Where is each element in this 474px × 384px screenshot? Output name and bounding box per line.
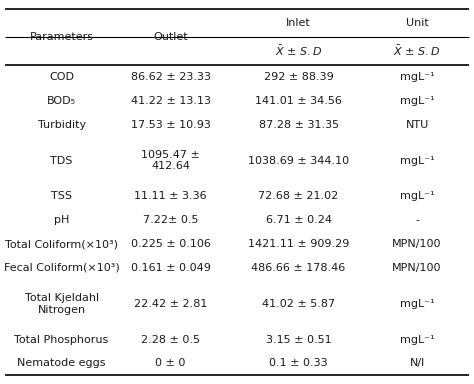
Text: Fecal Coliform(×10³): Fecal Coliform(×10³): [4, 263, 119, 273]
Text: 87.28 ± 31.35: 87.28 ± 31.35: [258, 120, 339, 130]
Text: 3.15 ± 0.51: 3.15 ± 0.51: [266, 334, 331, 344]
Text: MPN/100: MPN/100: [392, 239, 442, 249]
Text: 486.66 ± 178.46: 486.66 ± 178.46: [252, 263, 346, 273]
Text: mgL⁻¹: mgL⁻¹: [400, 156, 435, 166]
Text: pH: pH: [54, 215, 69, 225]
Text: 7.22± 0.5: 7.22± 0.5: [143, 215, 199, 225]
Text: mgL⁻¹: mgL⁻¹: [400, 334, 435, 344]
Text: MPN/100: MPN/100: [392, 263, 442, 273]
Text: 141.01 ± 34.56: 141.01 ± 34.56: [255, 96, 342, 106]
Text: NTU: NTU: [405, 120, 429, 130]
Text: mgL⁻¹: mgL⁻¹: [400, 96, 435, 106]
Text: TDS: TDS: [50, 156, 73, 166]
Text: 292 ± 88.39: 292 ± 88.39: [264, 72, 334, 82]
Text: $\bar{X}$ $\pm$ $S.D$: $\bar{X}$ $\pm$ $S.D$: [393, 44, 441, 58]
Text: 41.02 ± 5.87: 41.02 ± 5.87: [262, 299, 335, 309]
Text: 22.42 ± 2.81: 22.42 ± 2.81: [134, 299, 207, 309]
Text: Total Kjeldahl
Nitrogen: Total Kjeldahl Nitrogen: [25, 293, 99, 314]
Text: COD: COD: [49, 72, 74, 82]
Text: Total Phosphorus: Total Phosphorus: [15, 334, 109, 344]
Text: 1095.47 ±
412.64: 1095.47 ± 412.64: [141, 150, 200, 171]
Text: mgL⁻¹: mgL⁻¹: [400, 299, 435, 309]
Text: Turbidity: Turbidity: [37, 120, 86, 130]
Text: 6.71 ± 0.24: 6.71 ± 0.24: [265, 215, 332, 225]
Text: TSS: TSS: [51, 191, 72, 201]
Text: 1421.11 ± 909.29: 1421.11 ± 909.29: [248, 239, 349, 249]
Text: 86.62 ± 23.33: 86.62 ± 23.33: [131, 72, 210, 82]
Text: mgL⁻¹: mgL⁻¹: [400, 191, 435, 201]
Text: 0.1 ± 0.33: 0.1 ± 0.33: [269, 358, 328, 368]
Text: mgL⁻¹: mgL⁻¹: [400, 72, 435, 82]
Text: 17.53 ± 10.93: 17.53 ± 10.93: [131, 120, 210, 130]
Text: 72.68 ± 21.02: 72.68 ± 21.02: [258, 191, 339, 201]
Text: 41.22 ± 13.13: 41.22 ± 13.13: [131, 96, 210, 106]
Text: 0.225 ± 0.106: 0.225 ± 0.106: [131, 239, 210, 249]
Text: 11.11 ± 3.36: 11.11 ± 3.36: [134, 191, 207, 201]
Text: Outlet: Outlet: [153, 32, 188, 42]
Text: Unit: Unit: [406, 18, 428, 28]
Text: Nematode eggs: Nematode eggs: [18, 358, 106, 368]
Text: Inlet: Inlet: [286, 18, 311, 28]
Text: Parameters: Parameters: [29, 32, 94, 42]
Text: 1038.69 ± 344.10: 1038.69 ± 344.10: [248, 156, 349, 166]
Text: 0 ± 0: 0 ± 0: [155, 358, 186, 368]
Text: N/l: N/l: [410, 358, 425, 368]
Text: -: -: [415, 215, 419, 225]
Text: $\bar{X}$ $\pm$ $S.D$: $\bar{X}$ $\pm$ $S.D$: [275, 44, 322, 58]
Text: 2.28 ± 0.5: 2.28 ± 0.5: [141, 334, 200, 344]
Text: BOD₅: BOD₅: [47, 96, 76, 106]
Text: Total Coliform(×10³): Total Coliform(×10³): [5, 239, 118, 249]
Text: 0.161 ± 0.049: 0.161 ± 0.049: [131, 263, 210, 273]
